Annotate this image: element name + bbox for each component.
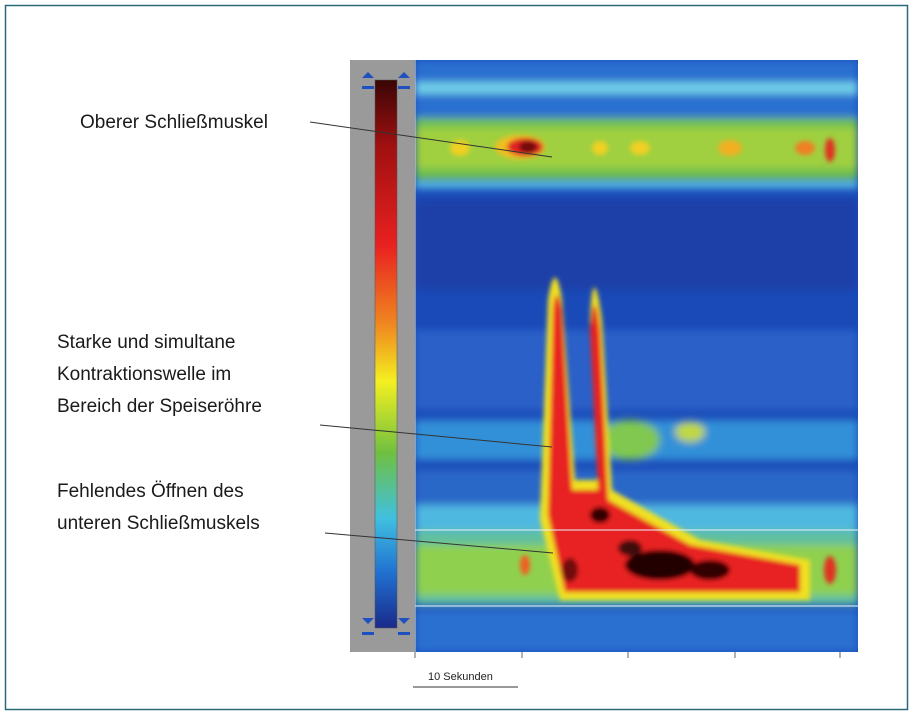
annotation: Starke und simultane <box>57 332 236 353</box>
colorbar-arrows <box>362 72 410 635</box>
annotation: Kontraktionswelle im <box>57 364 231 385</box>
colorbar <box>374 79 398 629</box>
annotation: Bereich der Speiseröhre <box>57 396 262 417</box>
annotation: unteren Schließmuskels <box>57 513 260 534</box>
annotation: Oberer Schließmuskel <box>80 112 268 133</box>
pointer-lines <box>309 121 554 554</box>
heatmap <box>415 60 858 652</box>
scale-label: 10 Sekunden <box>428 671 493 683</box>
annotation: Fehlendes Öffnen des <box>57 481 244 502</box>
time-ticks <box>414 652 841 658</box>
